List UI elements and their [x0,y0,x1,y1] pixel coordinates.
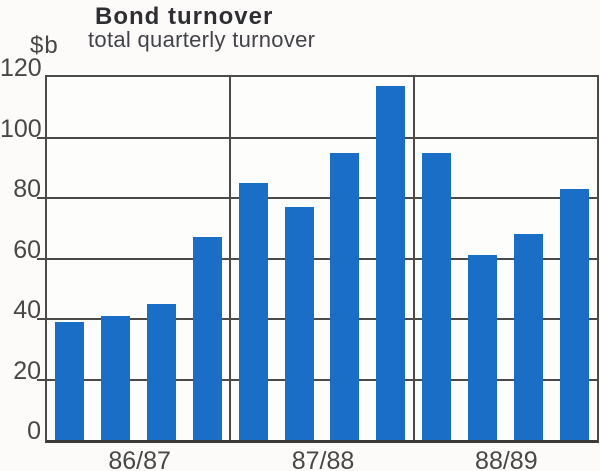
bar-86-87-q1 [55,322,85,440]
bar-87-88-q4 [376,86,406,440]
gridline-80 [47,197,597,199]
y-tick-60 [37,257,45,260]
y-tick-label-120: 120 [0,54,42,82]
gridline-60 [47,257,597,260]
x-tick-label-88-89: 88/89 [475,447,538,471]
bar-87-88-q3 [330,152,360,440]
gridline-100 [47,136,597,139]
y-tick-100 [37,136,45,139]
gridline-20 [47,378,597,381]
y-tick-label-0: 0 [27,417,41,445]
y-tick-label-100: 100 [0,114,42,143]
bar-86-87-q2 [101,315,131,440]
plot-area [37,75,599,443]
bar-87-88-q1 [238,182,268,440]
bar-88-89-q3 [513,234,543,440]
y-tick-40 [37,318,45,320]
bar-88-89-q4 [559,188,589,440]
bar-87-88-q2 [284,207,314,440]
y-tick-80 [37,197,45,199]
y-axis-unit-label: $b [30,32,59,59]
y-tick-label-60: 60 [13,235,41,264]
year-divider [412,77,415,440]
chart-title: Bond turnover [95,3,274,30]
bar-88-89-q1 [422,152,452,440]
x-tick-label-87-88: 87/88 [291,447,355,471]
bar-88-89-q2 [467,255,497,440]
bar-86-87-q4 [192,237,222,440]
y-tick-20 [37,378,45,381]
gridline-40 [47,318,597,320]
bar-86-87-q3 [147,303,177,440]
x-tick-label-86-87: 86/87 [108,447,171,471]
y-tick-label-40: 40 [13,296,41,324]
year-divider [229,77,232,440]
y-tick-label-80: 80 [13,175,41,203]
chart-subtitle: total quarterly turnover [88,27,316,52]
y-tick-label-20: 20 [13,356,41,385]
